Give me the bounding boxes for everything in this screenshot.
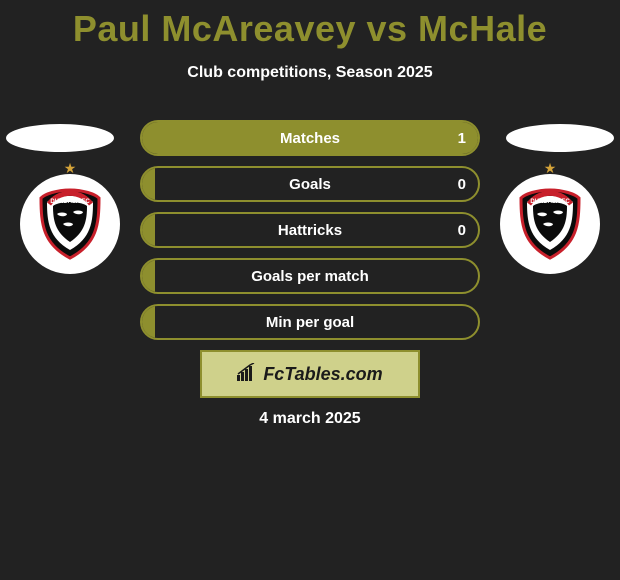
star-icon: ★	[544, 160, 557, 177]
star-icon: ★	[64, 160, 77, 177]
date-label: 4 march 2025	[0, 410, 620, 428]
subtitle: Club competitions, Season 2025	[0, 64, 620, 82]
svg-text:DUNDALK FC: DUNDALK FC	[50, 199, 90, 205]
shield-icon: DUNDALK FC	[37, 188, 103, 260]
logo-label: FcTables.com	[263, 364, 382, 385]
bars-icon	[237, 363, 259, 386]
stat-bar-label: Matches	[142, 122, 478, 154]
stat-bar: Goals0	[140, 166, 480, 202]
stat-bar: Hattricks0	[140, 212, 480, 248]
shield-icon: DUNDALK FC	[517, 188, 583, 260]
stat-bar-label: Goals	[142, 168, 478, 200]
svg-text:DUNDALK FC: DUNDALK FC	[530, 199, 570, 205]
stat-bars: Matches1Goals0Hattricks0Goals per matchM…	[140, 120, 480, 350]
stat-bar-label: Hattricks	[142, 214, 478, 246]
logo-box: FcTables.com	[200, 350, 420, 398]
crest-right: ★ DUNDALK FC	[500, 174, 600, 274]
crest-left: ★ DUNDALK FC	[20, 174, 120, 274]
stat-bar-value: 1	[458, 122, 466, 154]
stat-bar-label: Goals per match	[142, 260, 478, 292]
stat-bar: Matches1	[140, 120, 480, 156]
stat-bar: Goals per match	[140, 258, 480, 294]
stat-bar-value: 0	[458, 168, 466, 200]
stat-bar-value: 0	[458, 214, 466, 246]
ellipse-left	[6, 124, 114, 152]
stat-bar-label: Min per goal	[142, 306, 478, 338]
ellipse-right	[506, 124, 614, 152]
crest-circle: ★ DUNDALK FC	[500, 174, 600, 274]
logo-text: FcTables.com	[237, 363, 382, 386]
stat-bar: Min per goal	[140, 304, 480, 340]
crest-circle: ★ DUNDALK FC	[20, 174, 120, 274]
page-title: Paul McAreavey vs McHale	[0, 0, 620, 50]
